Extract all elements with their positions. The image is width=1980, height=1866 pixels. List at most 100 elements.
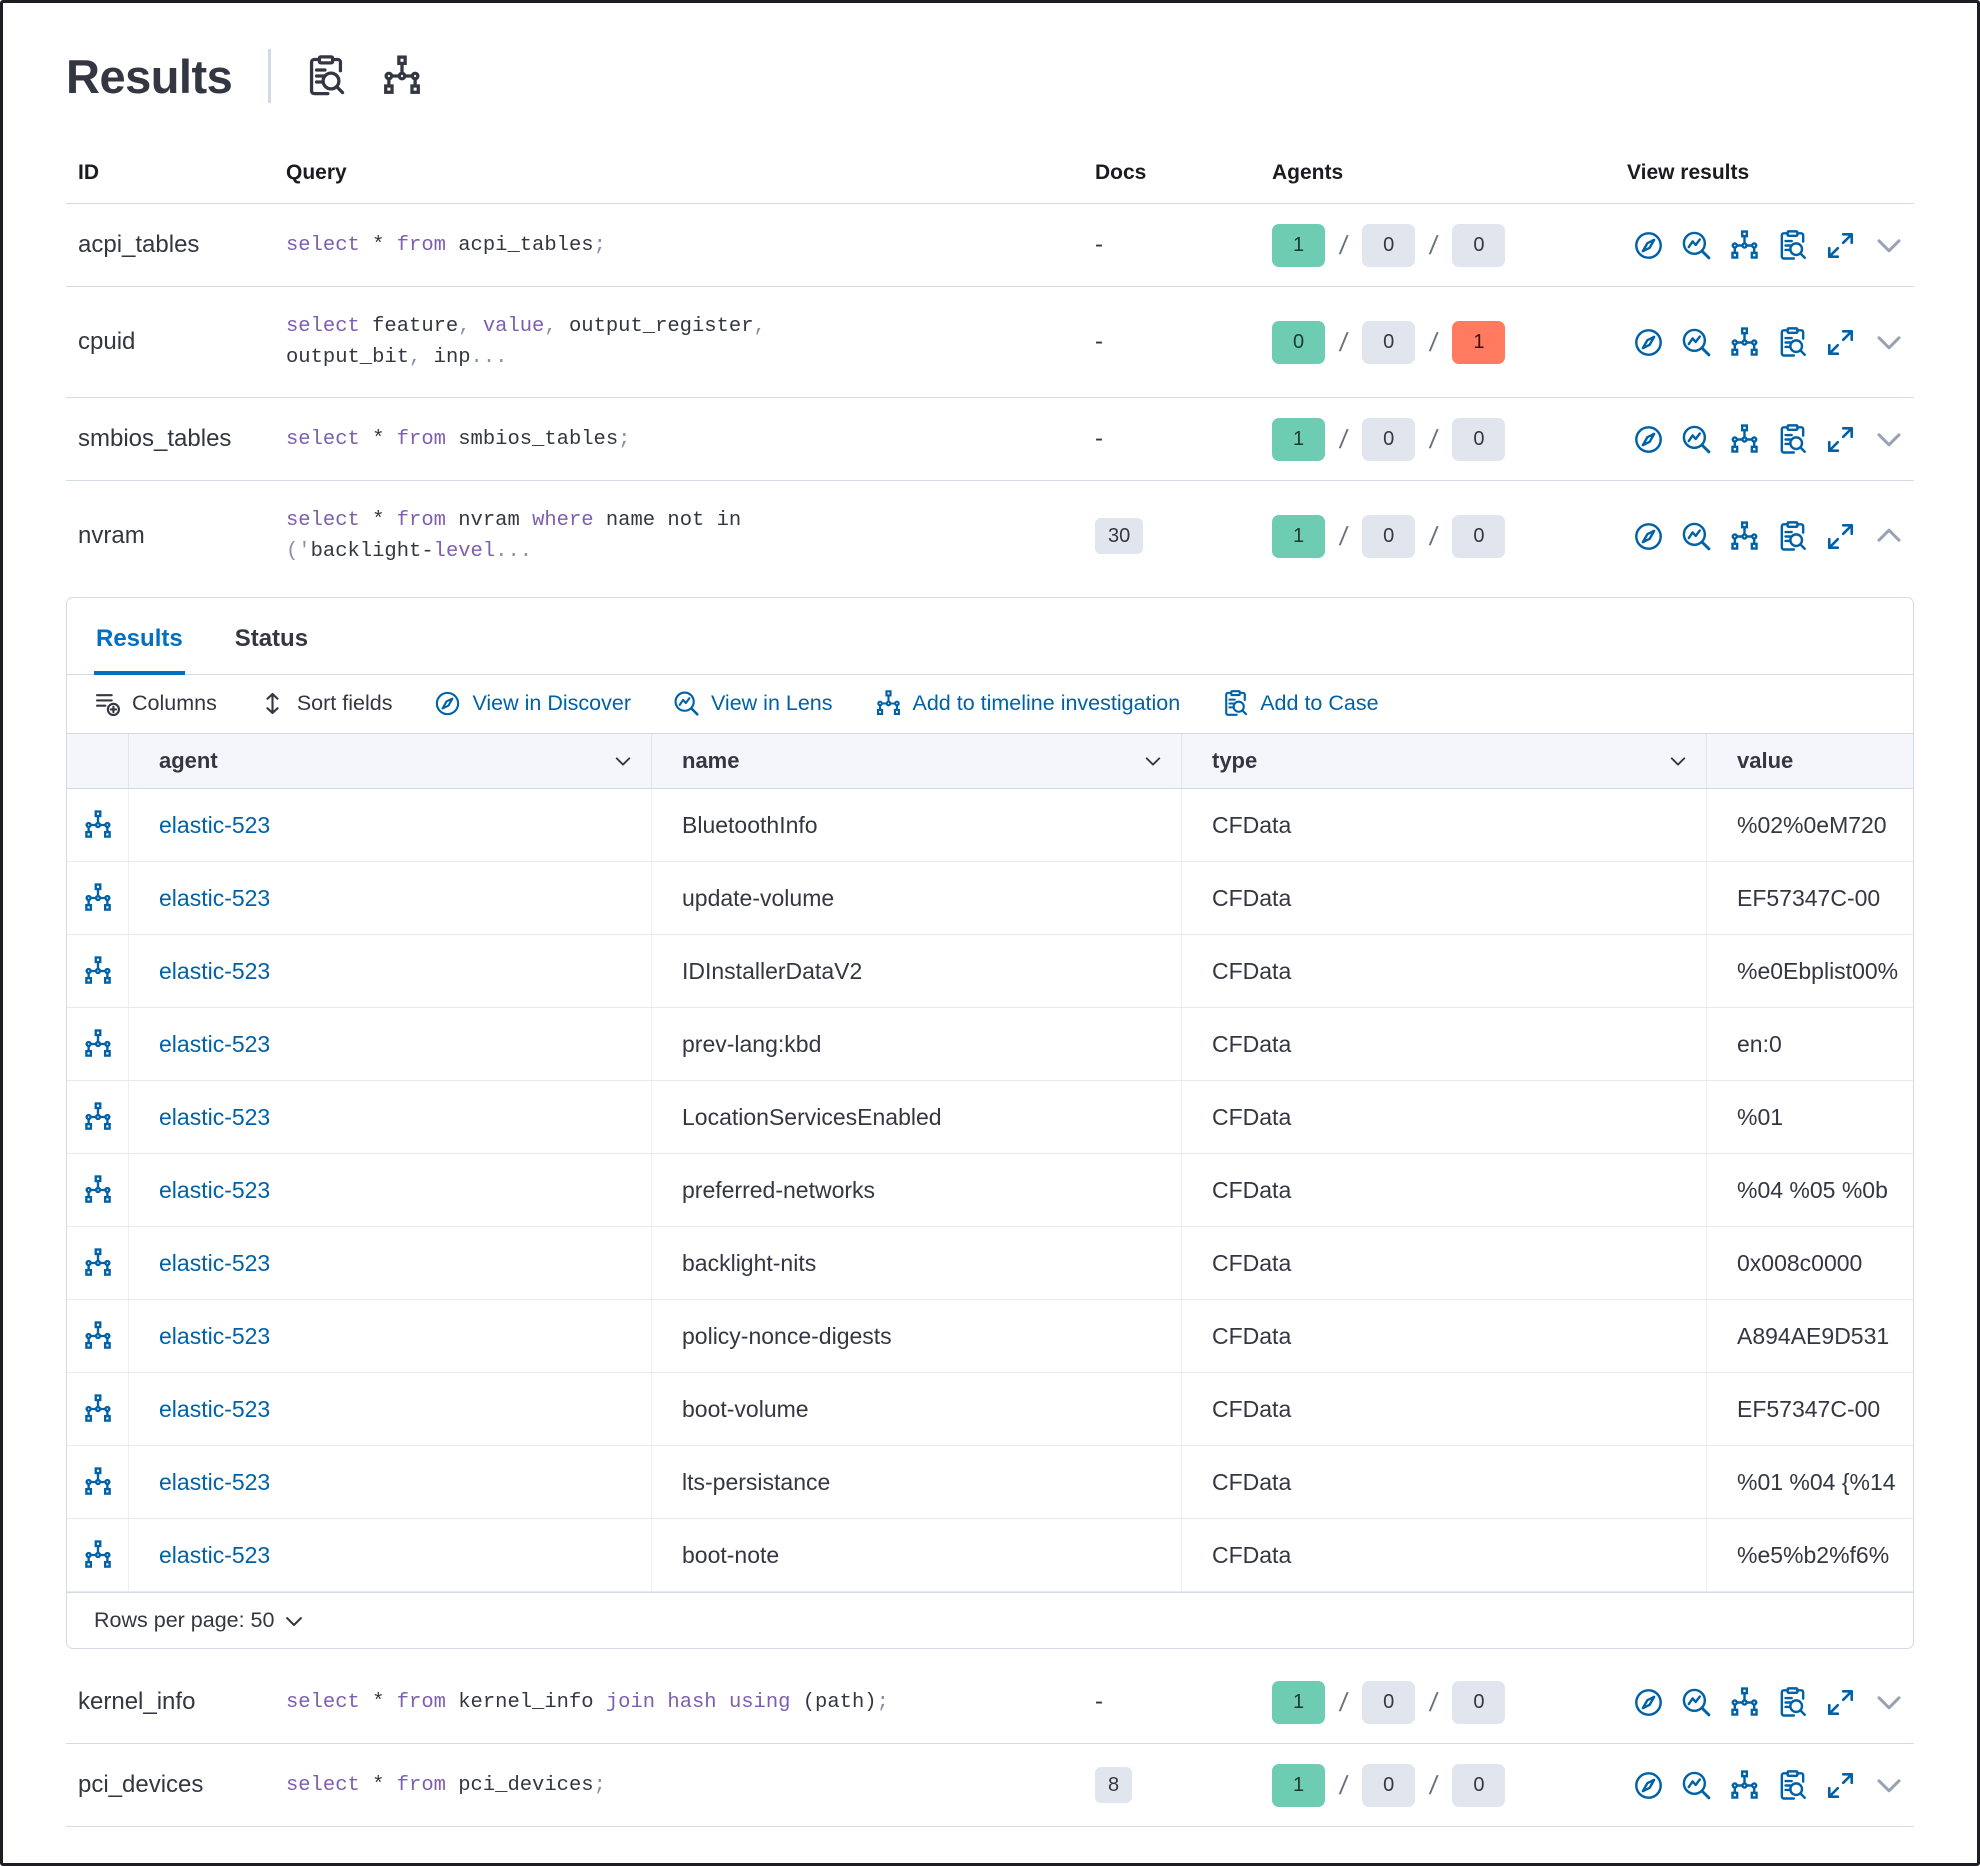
add-to-case-button[interactable] (1777, 1687, 1808, 1718)
inspect-icon (1222, 690, 1249, 717)
add-row-to-timeline-button[interactable] (83, 1029, 113, 1059)
view-in-lens-button[interactable] (1681, 424, 1712, 455)
add-to-timeline-button[interactable] (1729, 1770, 1760, 1801)
column-header-id: ID (78, 161, 99, 184)
add-to-timeline-button[interactable] (1729, 521, 1760, 552)
expand-results-button[interactable] (1825, 521, 1856, 552)
cell-agent: elastic-523 (129, 1446, 652, 1518)
live-query-details-button[interactable] (305, 55, 347, 97)
chevron-down-icon (1873, 229, 1905, 261)
expand-results-button[interactable] (1825, 327, 1856, 358)
view-in-discover-button[interactable] (1633, 1770, 1664, 1801)
view-in-lens-button[interactable] (1681, 230, 1712, 261)
add-to-case-icon (1777, 327, 1808, 358)
add-row-to-timeline-button[interactable] (83, 810, 113, 840)
grid-header-agent[interactable]: agent (129, 734, 652, 788)
view-in-lens-button[interactable] (1681, 521, 1712, 552)
expand-results-button[interactable] (1825, 1770, 1856, 1801)
results-panel: Results Status Columns Sort fields View … (66, 597, 1914, 1649)
agent-link[interactable]: elastic-523 (159, 958, 271, 984)
view-in-discover-button[interactable] (1633, 424, 1664, 455)
agent-link[interactable]: elastic-523 (159, 1469, 271, 1495)
docs-count: - (1095, 328, 1103, 355)
agent-link[interactable]: elastic-523 (159, 812, 271, 838)
result-row: elastic-523 update-volume CFData EF57347C-0… (67, 862, 1913, 935)
view-in-lens-button[interactable] (1681, 1687, 1712, 1718)
row-actions (67, 1519, 129, 1591)
agent-link[interactable]: elastic-523 (159, 885, 271, 911)
add-row-to-timeline-button[interactable] (83, 1467, 113, 1497)
add-row-to-timeline-button[interactable] (83, 1175, 113, 1205)
add-to-case-button[interactable]: Add to Case (1222, 690, 1379, 717)
add-row-to-timeline-button[interactable] (83, 1321, 113, 1351)
agents-separator: / (1428, 1686, 1440, 1717)
add-to-case-button[interactable] (1777, 327, 1808, 358)
chevron-down-icon (1873, 1769, 1905, 1801)
agents-pending-badge: 0 (1362, 514, 1416, 558)
view-results-actions (1627, 1769, 1914, 1801)
tab-status[interactable]: Status (234, 625, 309, 652)
view-in-lens-button[interactable] (1681, 327, 1712, 358)
timeline-icon (875, 690, 902, 717)
add-to-case-button[interactable] (1777, 1770, 1808, 1801)
page-header: Results (66, 35, 1914, 117)
cell-agent: elastic-523 (129, 789, 652, 861)
collapse-row-button[interactable] (1873, 520, 1905, 552)
add-to-timeline-button[interactable]: Add to timeline investigation (875, 690, 1180, 717)
agents-success-badge: 1 (1272, 417, 1325, 461)
rows-per-page-button[interactable]: Rows per page: 50 (94, 1608, 305, 1633)
add-to-case-button[interactable] (1777, 521, 1808, 552)
grid-header-type[interactable]: type (1182, 734, 1707, 788)
view-in-lens-icon (1681, 230, 1712, 261)
add-to-case-button[interactable] (1777, 424, 1808, 455)
agent-link[interactable]: elastic-523 (159, 1031, 271, 1057)
add-row-to-timeline-button[interactable] (83, 1394, 113, 1424)
add-to-timeline-button[interactable] (1729, 1687, 1760, 1718)
add-row-to-timeline-button[interactable] (83, 1102, 113, 1132)
add-row-to-timeline-button[interactable] (83, 956, 113, 986)
expand-row-button[interactable] (1873, 326, 1905, 358)
cell-value: A894AE9D531 (1737, 1323, 1890, 1349)
add-to-timeline-button[interactable] (1729, 230, 1760, 261)
query-id: nvram (78, 522, 145, 549)
agent-link[interactable]: elastic-523 (159, 1396, 271, 1422)
expand-results-button[interactable] (1825, 1687, 1856, 1718)
view-in-discover-button[interactable] (1633, 521, 1664, 552)
agents-separator: / (1428, 1769, 1440, 1800)
agent-link[interactable]: elastic-523 (159, 1177, 271, 1203)
columns-button[interactable]: Columns (94, 690, 217, 717)
expand-row-button[interactable] (1873, 423, 1905, 455)
agent-link[interactable]: elastic-523 (159, 1250, 271, 1276)
agent-link[interactable]: elastic-523 (159, 1104, 271, 1130)
view-in-discover-button[interactable] (1633, 1687, 1664, 1718)
sort-fields-button[interactable]: Sort fields (259, 690, 392, 717)
expand-results-button[interactable] (1825, 424, 1856, 455)
view-in-lens-button[interactable]: View in Lens (673, 690, 833, 717)
add-to-timeline-button[interactable] (1729, 327, 1760, 358)
grid-header-name[interactable]: name (652, 734, 1182, 788)
add-row-to-timeline-button[interactable] (83, 883, 113, 913)
timeline-icon (381, 55, 423, 97)
cell-value: EF57347C-00 (1737, 1396, 1881, 1422)
add-to-case-button[interactable] (1777, 230, 1808, 261)
add-row-to-timeline-button[interactable] (83, 1540, 113, 1570)
agents-failed-badge: 0 (1452, 417, 1506, 461)
agent-link[interactable]: elastic-523 (159, 1542, 271, 1568)
agent-link[interactable]: elastic-523 (159, 1323, 271, 1349)
add-to-timeline-button[interactable] (1729, 424, 1760, 455)
view-in-lens-button[interactable] (1681, 1770, 1712, 1801)
result-row: elastic-523 boot-note CFData %e5%b2%f6% (67, 1519, 1913, 1592)
expand-row-button[interactable] (1873, 1686, 1905, 1718)
expand-row-button[interactable] (1873, 229, 1905, 261)
cell-type: CFData (1182, 1227, 1707, 1299)
view-in-discover-button[interactable] (1633, 230, 1664, 261)
tab-results[interactable]: Results (94, 598, 185, 675)
agents-success-badge: 1 (1272, 1763, 1325, 1807)
add-row-to-timeline-button[interactable] (83, 1248, 113, 1278)
expand-row-button[interactable] (1873, 1769, 1905, 1801)
expand-results-button[interactable] (1825, 230, 1856, 261)
view-in-discover-button[interactable] (1633, 327, 1664, 358)
timeline-button[interactable] (381, 55, 423, 97)
view-in-discover-button[interactable]: View in Discover (434, 690, 631, 717)
